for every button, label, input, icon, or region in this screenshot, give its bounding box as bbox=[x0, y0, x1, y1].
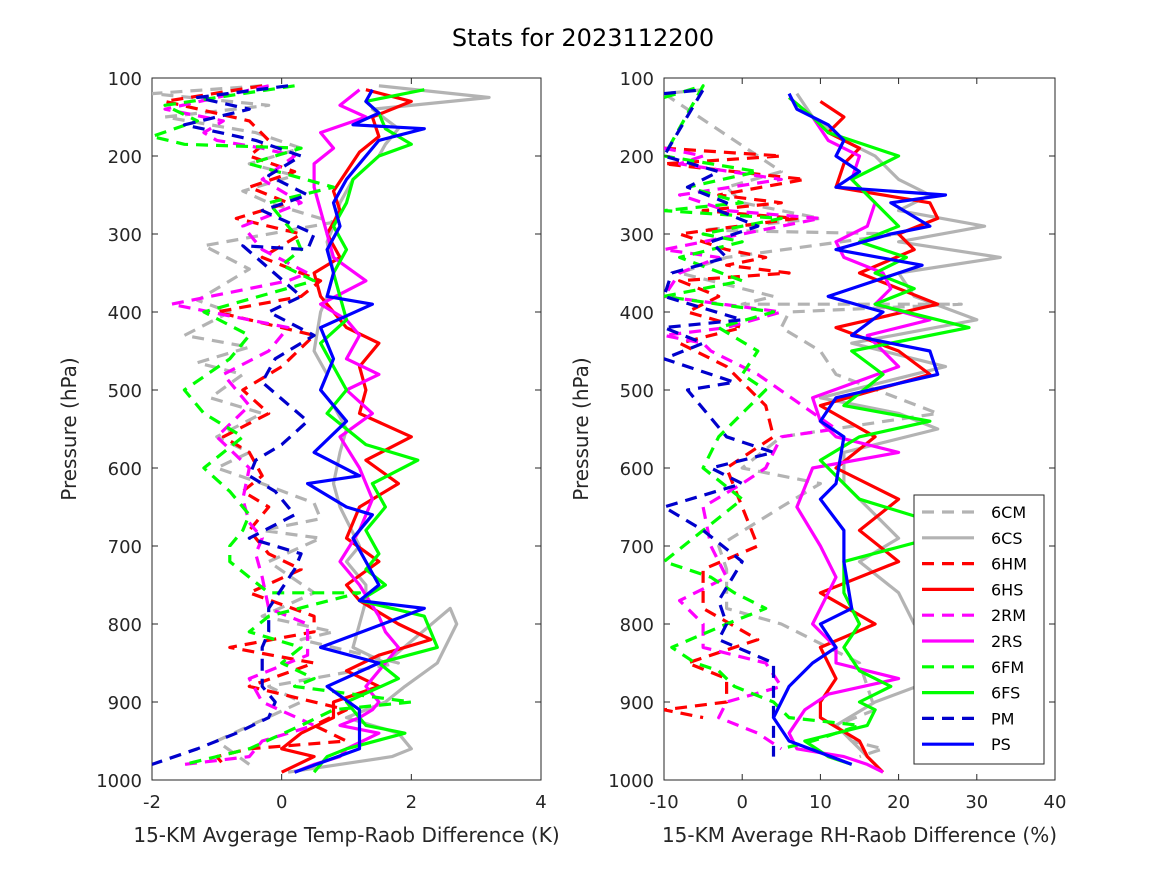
legend-label-6hm: 6HM bbox=[991, 555, 1027, 574]
y-tick-label: 800 bbox=[108, 615, 142, 636]
x-tick-label: 4 bbox=[535, 792, 546, 813]
series-6fs-line bbox=[312, 88, 439, 774]
legend-label-6fs: 6FS bbox=[991, 684, 1020, 703]
x-tick-label: -2 bbox=[143, 792, 161, 813]
legend-label-pm: PM bbox=[991, 709, 1014, 728]
x-axis-label: 15-KM Average RH-Raob Difference (%) bbox=[662, 823, 1057, 847]
y-tick-label: 300 bbox=[108, 225, 142, 246]
y-axis-label: Pressure (hPa) bbox=[57, 357, 81, 500]
y-tick-label: 1000 bbox=[608, 771, 654, 792]
x-tick-label: 2 bbox=[406, 792, 417, 813]
y-tick-label: 600 bbox=[620, 459, 654, 480]
legend-label-2rm: 2RM bbox=[991, 606, 1026, 625]
y-tick-label: 600 bbox=[108, 459, 142, 480]
series-6hm-line bbox=[163, 84, 349, 766]
x-tick-label: 40 bbox=[1044, 792, 1067, 813]
series-ps-line bbox=[771, 92, 948, 766]
legend-label-6hs: 6HS bbox=[991, 580, 1023, 599]
y-axis-label: Pressure (hPa) bbox=[569, 357, 593, 500]
series-pm-line bbox=[152, 84, 316, 766]
x-tick-label: 30 bbox=[965, 792, 988, 813]
y-tick-label: 800 bbox=[620, 615, 654, 636]
y-tick-label: 100 bbox=[620, 69, 654, 90]
series-group bbox=[152, 84, 491, 774]
y-tick-label: 700 bbox=[620, 537, 654, 558]
y-tick-label: 900 bbox=[620, 693, 654, 714]
y-tick-label: 100 bbox=[108, 69, 142, 90]
series-6cm-line bbox=[152, 84, 400, 766]
series-2rs-line bbox=[787, 96, 932, 774]
y-tick-label: 1000 bbox=[96, 771, 142, 792]
legend-label-6cs: 6CS bbox=[991, 529, 1023, 548]
y-tick-label: 200 bbox=[620, 147, 654, 168]
series-6hm-line bbox=[664, 146, 807, 720]
legend-box bbox=[913, 494, 1045, 765]
x-tick-label: 10 bbox=[809, 792, 832, 813]
legend-label-6cm: 6CM bbox=[991, 503, 1026, 522]
y-tick-label: 700 bbox=[108, 537, 142, 558]
legend: 6CM 6CS 6HM 6HS 2RM 2RS 6FM 6FS PM PS bbox=[913, 494, 1045, 765]
x-tick-label: -10 bbox=[649, 792, 678, 813]
x-tick-label: 0 bbox=[276, 792, 287, 813]
x-axis-label: 15-KM Avgerage Temp-Raob Difference (K) bbox=[133, 823, 559, 847]
series-group bbox=[664, 84, 1002, 774]
legend-label-2rs: 2RS bbox=[991, 632, 1022, 651]
series-6fs-line bbox=[788, 96, 971, 766]
series-2rm-line bbox=[163, 84, 316, 766]
y-tick-label: 300 bbox=[620, 225, 654, 246]
y-tick-label: 500 bbox=[620, 381, 654, 402]
legend-label-6fm: 6FM bbox=[991, 658, 1024, 677]
y-tick-label: 400 bbox=[108, 303, 142, 324]
series-pm-line bbox=[664, 88, 776, 757]
series-ps-line bbox=[294, 88, 426, 774]
legend-label-ps: PS bbox=[991, 735, 1011, 754]
left-panel-temperature: -2 0 2 4 100 200 300 400 500 600 700 800 900 1000 15-K… bbox=[57, 69, 560, 847]
y-tick-label: 500 bbox=[108, 381, 142, 402]
x-tick-label: 20 bbox=[887, 792, 910, 813]
y-tick-label: 200 bbox=[108, 147, 142, 168]
x-tick-label: 0 bbox=[736, 792, 747, 813]
y-tick-label: 900 bbox=[108, 693, 142, 714]
figure-title: Stats for 2023112200 bbox=[452, 24, 714, 52]
y-tick-label: 400 bbox=[620, 303, 654, 324]
series-2rm-line bbox=[664, 146, 838, 751]
series-6fm-line bbox=[664, 84, 862, 751]
